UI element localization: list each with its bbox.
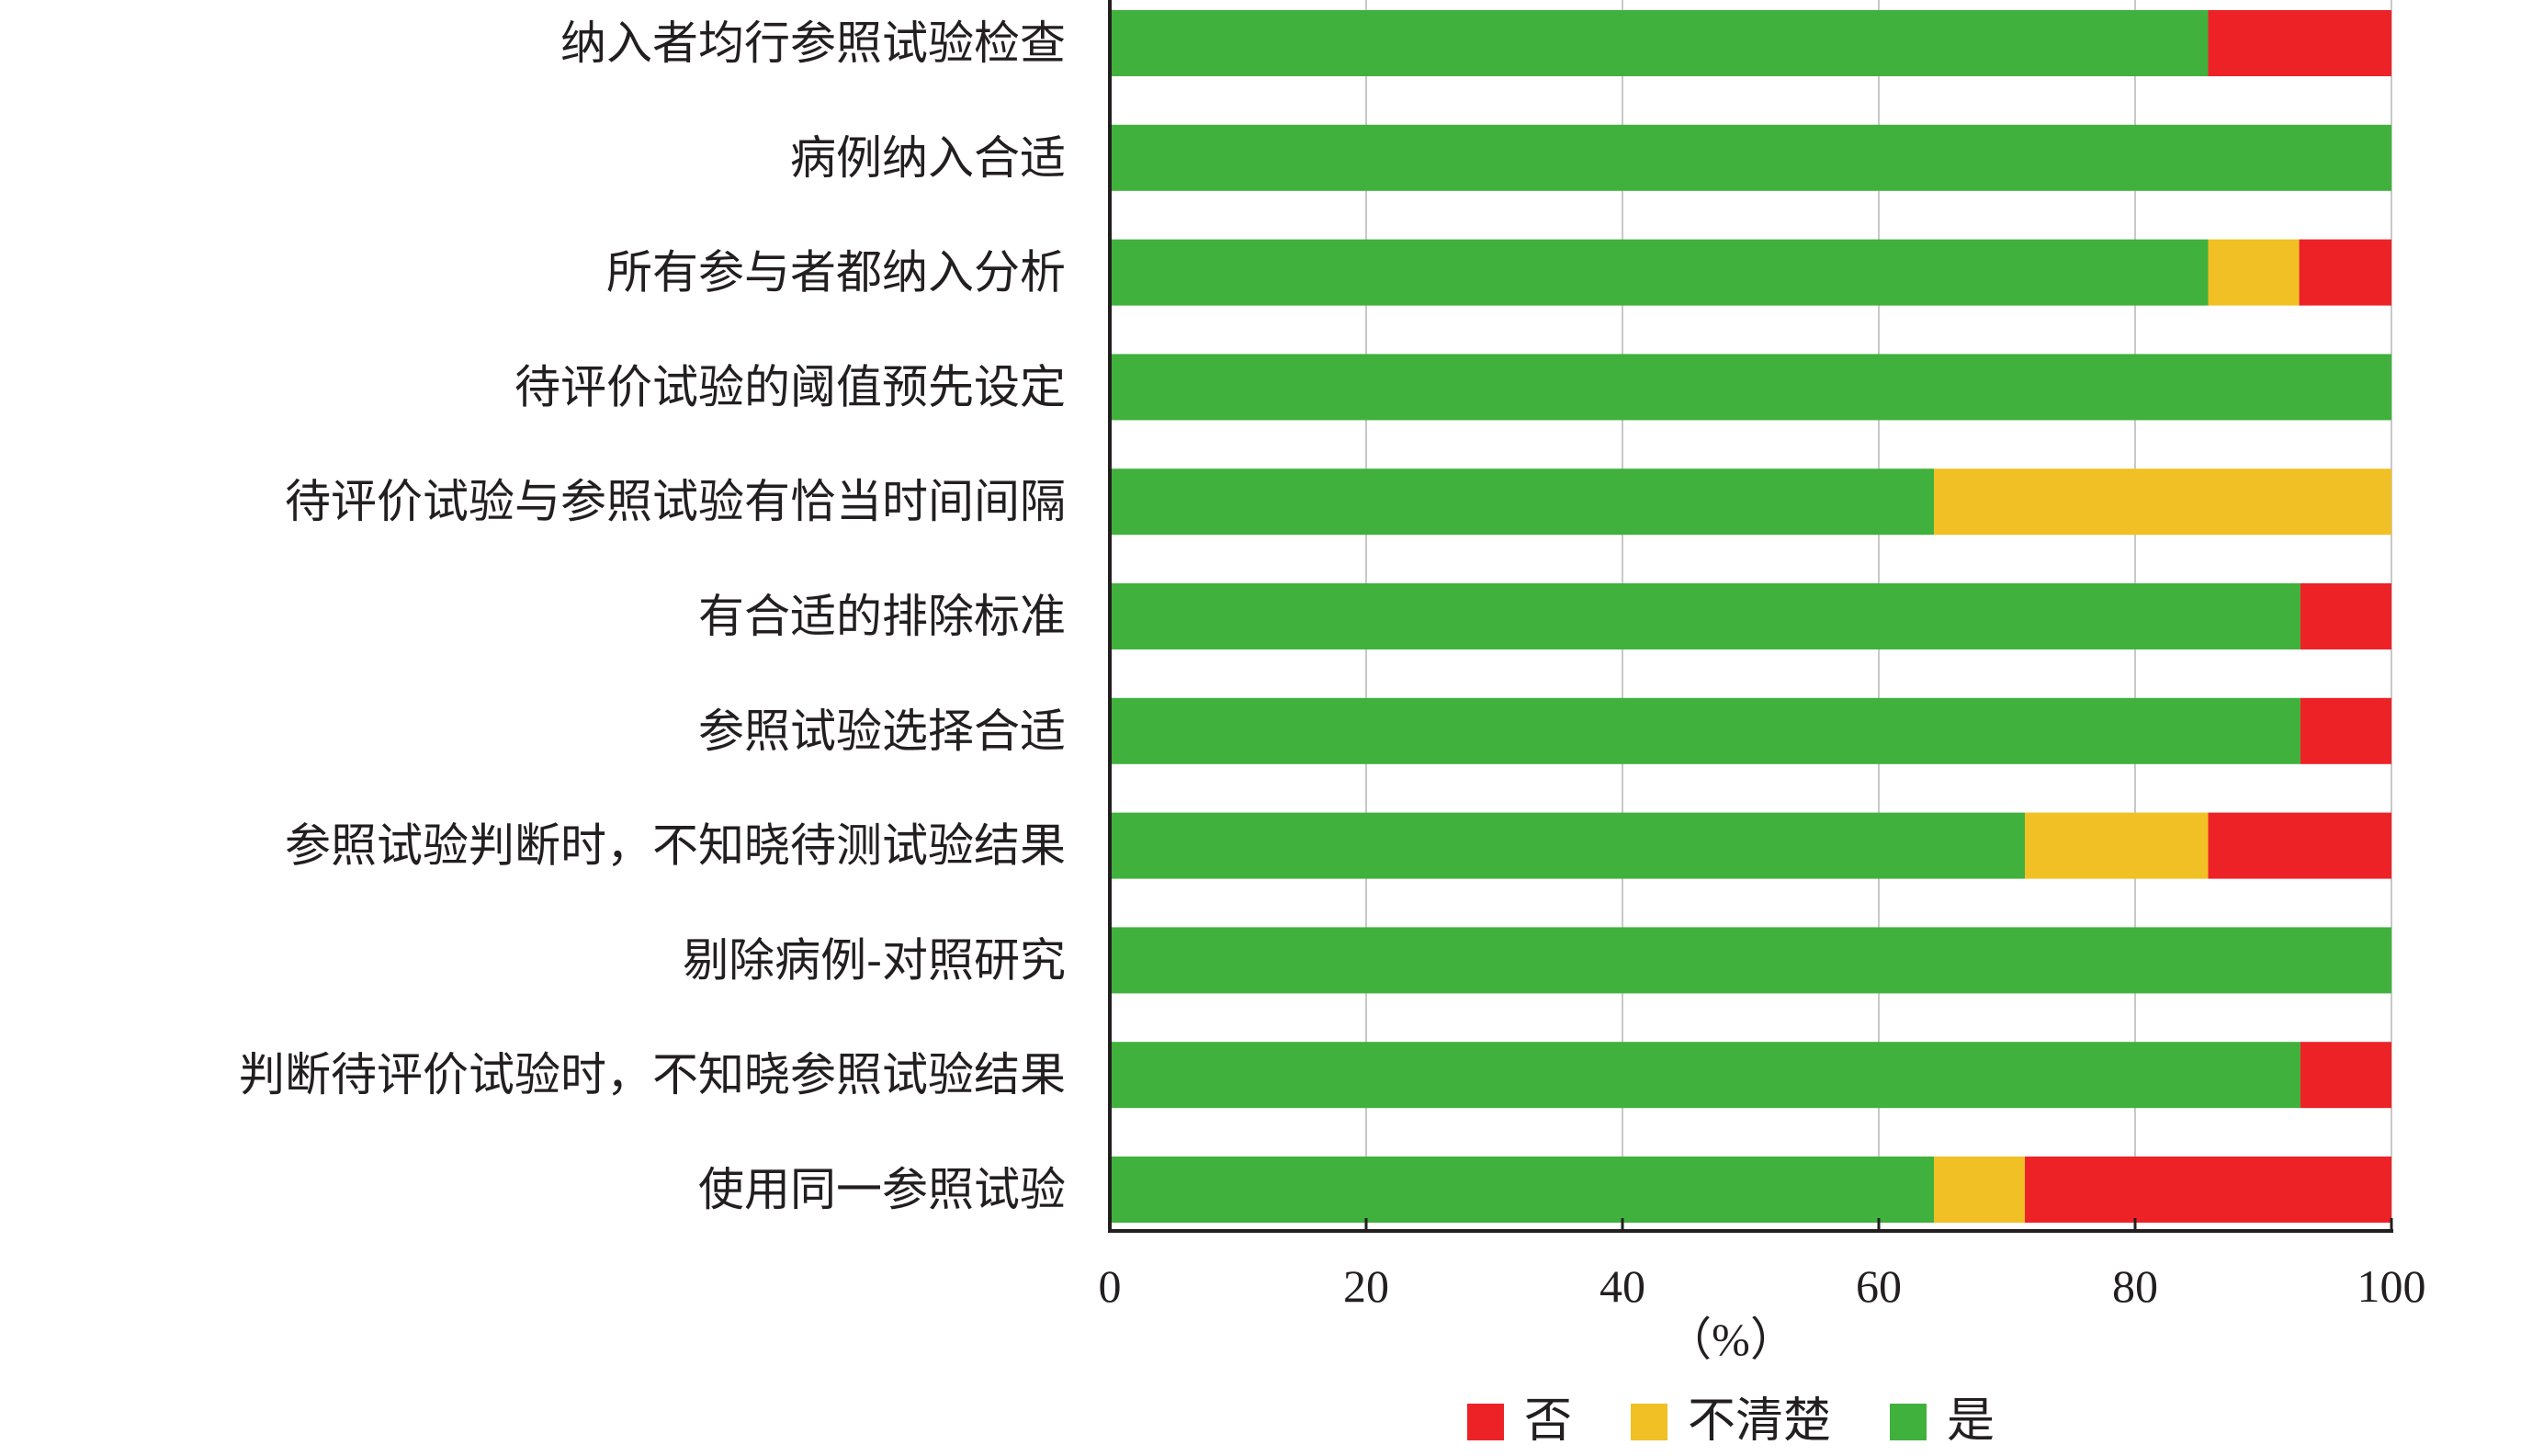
tick-labels: 0 20 40 60 80 100 <box>1099 1260 2426 1312</box>
category-label: 判断待评价试验时，不知晓参照试验结果 <box>239 1048 1066 1101</box>
bar-segment-3-row-7 <box>2300 697 2391 764</box>
x-tick-label: 100 <box>2357 1260 2426 1312</box>
legend: 否 不清楚 是 <box>1467 1394 1995 1449</box>
bar-segment-1-row-3 <box>1110 239 2209 306</box>
bar-segment-1-row-4 <box>1110 354 2391 421</box>
category-label: 纳入者均行参照试验检查 <box>560 17 1066 70</box>
category-label: 待评价试验的阈值预先设定 <box>514 360 1066 413</box>
category-labels: 纳入者均行参照试验检查病例纳入合适所有参与者都纳入分析待评价试验的阈值预先设定待… <box>239 17 1066 1216</box>
bar-segment-2-row-3 <box>2208 239 2300 306</box>
bars <box>1110 10 2391 1223</box>
bar-segment-2-row-8 <box>2025 812 2209 879</box>
x-tick-label: 0 <box>1099 1260 1122 1312</box>
bar-segment-1-row-1 <box>1110 10 2209 76</box>
bar-segment-1-row-6 <box>1110 583 2300 649</box>
category-label: 有合适的排除标准 <box>698 590 1066 643</box>
bar-segment-1-row-2 <box>1110 124 2391 191</box>
bar-segment-2-row-5 <box>1933 468 2391 536</box>
bar-segment-3-row-1 <box>2208 10 2391 76</box>
category-label: 剔除病例-对照研究 <box>683 933 1066 987</box>
x-axis-unit-label: （%） <box>1666 1314 1796 1365</box>
bar-segment-1-row-10 <box>1110 1042 2300 1109</box>
legend-label: 不清楚 <box>1688 1394 1831 1449</box>
axes <box>1108 0 2393 1233</box>
x-tick-label: 40 <box>1599 1260 1645 1312</box>
bar-segment-1-row-11 <box>1110 1157 1934 1223</box>
category-label: 待评价试验与参照试验有恰当时间间隔 <box>285 475 1066 528</box>
bar-segment-3-row-10 <box>2300 1042 2391 1109</box>
category-label: 病例纳入合适 <box>790 131 1066 185</box>
bar-segment-3-row-11 <box>2025 1157 2391 1223</box>
category-label: 所有参与者都纳入分析 <box>606 246 1066 299</box>
bar-segment-1-row-5 <box>1110 468 1934 536</box>
category-label: 使用同一参照试验 <box>698 1163 1066 1216</box>
category-label: 参照试验判断时，不知晓待测试验结果 <box>285 819 1066 873</box>
bar-segment-1-row-9 <box>1110 927 2391 994</box>
x-tick-label: 60 <box>1856 1260 1902 1312</box>
legend-swatch-1 <box>1467 1404 1504 1440</box>
legend-label: 否 <box>1524 1394 1572 1449</box>
legend-swatch-2 <box>1631 1404 1667 1440</box>
legend-swatch-3 <box>1890 1404 1927 1440</box>
x-tick-label: 80 <box>2112 1260 2158 1312</box>
x-tick-label: 20 <box>1343 1260 1389 1312</box>
bar-segment-1-row-8 <box>1110 812 2026 879</box>
bar-segment-2-row-11 <box>1933 1157 2026 1223</box>
legend-label: 是 <box>1947 1394 1995 1449</box>
bar-segment-1-row-7 <box>1110 697 2300 764</box>
bar-segment-3-row-3 <box>2299 239 2391 306</box>
bar-segment-3-row-8 <box>2208 812 2391 879</box>
category-label: 参照试验选择合适 <box>698 705 1066 758</box>
bar-segment-3-row-6 <box>2300 583 2391 649</box>
